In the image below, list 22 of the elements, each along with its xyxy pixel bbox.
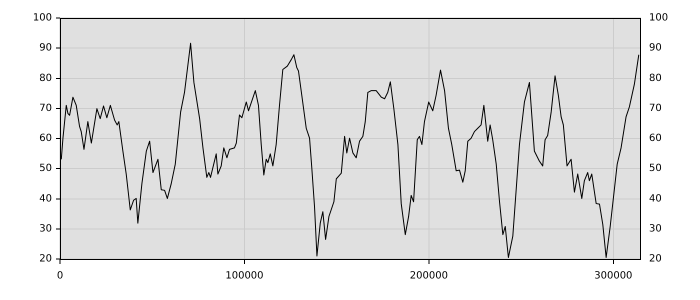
y-tick-label: 50	[39, 163, 52, 174]
x-tick-label: 200000	[410, 270, 448, 282]
y2-tick-label: 40	[649, 193, 662, 204]
y2-tick-label: 100	[649, 12, 668, 24]
y-tick-label: 30	[39, 223, 52, 234]
y2-tick-label: 60	[649, 133, 662, 144]
x-tick-label: 0	[56, 270, 64, 282]
y2-tick-label: 70	[649, 102, 662, 114]
y2-tick-label: 90	[649, 42, 662, 54]
y-tick-label: 80	[39, 72, 52, 84]
y2-tick-label: 80	[649, 72, 662, 84]
y-tick-label: 70	[39, 102, 52, 114]
x-tick-label: 300000	[594, 270, 632, 282]
y-tick-label: 20	[39, 254, 52, 265]
y-tick-label: 90	[39, 42, 52, 54]
y2-tick-label: 50	[649, 163, 662, 174]
y2-tick-label: 20	[649, 254, 662, 265]
y-tick-label: 60	[39, 133, 52, 144]
y2-tick-label: 30	[649, 223, 662, 234]
x-tick-label: 100000	[225, 270, 264, 282]
y-tick-label: 100	[32, 12, 52, 24]
y-tick-label: 40	[39, 193, 52, 204]
